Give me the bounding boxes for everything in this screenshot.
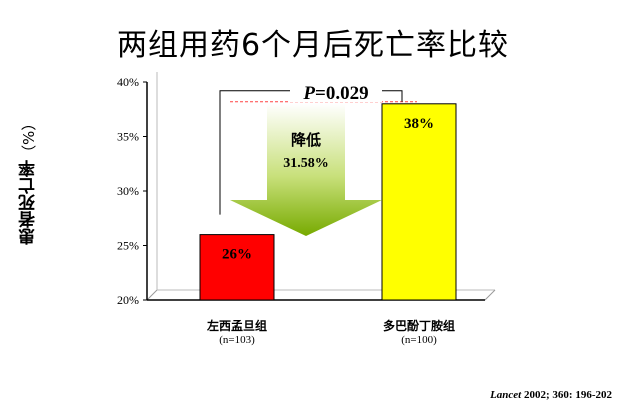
category-label-1: 多巴酚丁胺组 (n=100) xyxy=(339,317,499,346)
bar-value-label-0: 26% xyxy=(222,247,252,263)
citation: Lancet 2002; 360: 196-202 xyxy=(490,389,612,401)
y-tick-label: 20% xyxy=(117,293,139,307)
citation-details: 2002; 360: 196-202 xyxy=(521,389,612,401)
category-name-1: 多巴酚丁胺组 xyxy=(382,319,455,333)
reduction-value: 31.58% xyxy=(283,156,329,171)
category-name-0: 左西孟旦组 xyxy=(206,319,267,333)
category-sub-1: (n=100) xyxy=(401,334,437,346)
y-tick-label: 35% xyxy=(117,130,139,144)
bar-value-label-1: 38% xyxy=(404,116,434,132)
p-value: =0.029 xyxy=(315,83,369,104)
bar-0 xyxy=(199,234,275,301)
p-value-background xyxy=(290,82,382,102)
bar-1 xyxy=(381,103,457,301)
category-label-0: 左西孟旦组 (n=103) xyxy=(157,317,317,346)
floor-edge-left xyxy=(146,289,158,301)
floor-edge-right xyxy=(484,289,496,301)
y-tick-label: 40% xyxy=(117,75,139,89)
chart-title: 两组用药6个月后死亡率比较 xyxy=(116,28,510,63)
category-sub-0: (n=103) xyxy=(219,334,255,346)
citation-journal: Lancet xyxy=(490,389,522,401)
bars: 26% 38% xyxy=(199,103,457,301)
reduction-arrow xyxy=(230,103,382,236)
y-tick-label: 30% xyxy=(117,184,139,198)
annotation: 降低 31.58% P=0.029 xyxy=(219,82,417,236)
p-value-label: P=0.029 xyxy=(302,83,368,104)
y-tick-label: 25% xyxy=(117,239,139,253)
p-symbol: P xyxy=(302,83,315,104)
reduction-title: 降低 xyxy=(291,131,321,149)
